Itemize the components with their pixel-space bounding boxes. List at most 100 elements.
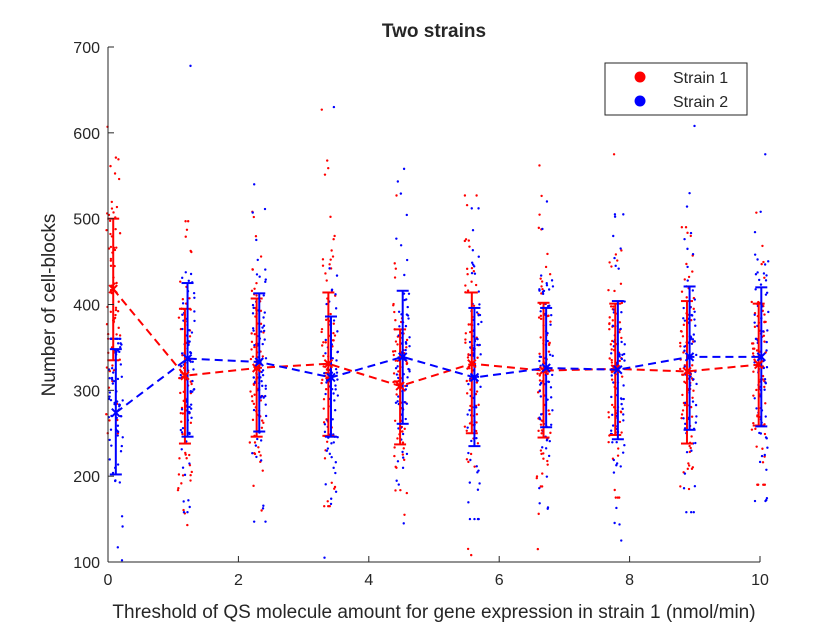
raw-sample-point bbox=[548, 353, 552, 356]
raw-sample-point bbox=[109, 264, 113, 268]
raw-sample-point bbox=[324, 392, 327, 396]
raw-sample-point bbox=[401, 450, 404, 454]
raw-sample-point bbox=[679, 341, 682, 345]
raw-sample-point bbox=[548, 439, 551, 443]
raw-sample-point bbox=[686, 231, 689, 235]
raw-sample-point bbox=[330, 442, 333, 445]
raw-sample-point bbox=[396, 180, 400, 183]
raw-sample-point bbox=[618, 321, 622, 324]
raw-sample-point bbox=[185, 228, 189, 231]
raw-sample-point bbox=[325, 381, 328, 384]
raw-sample-point bbox=[395, 237, 398, 240]
raw-sample-point bbox=[332, 441, 335, 444]
raw-sample-point bbox=[685, 511, 688, 514]
raw-sample-point bbox=[180, 482, 183, 485]
raw-sample-point bbox=[109, 310, 113, 314]
raw-sample-point bbox=[184, 235, 187, 238]
raw-sample-point bbox=[332, 105, 336, 109]
raw-sample-point bbox=[693, 298, 697, 301]
raw-sample-point bbox=[320, 108, 323, 111]
raw-sample-point bbox=[179, 280, 182, 283]
raw-sample-point bbox=[611, 413, 614, 417]
raw-sample-point bbox=[683, 403, 687, 407]
raw-sample-point bbox=[478, 482, 481, 485]
raw-sample-point bbox=[464, 338, 467, 341]
raw-sample-point bbox=[113, 248, 117, 252]
raw-sample-point bbox=[256, 258, 259, 262]
raw-sample-point bbox=[324, 371, 328, 375]
raw-sample-point bbox=[751, 347, 755, 350]
raw-sample-point bbox=[539, 423, 543, 426]
raw-sample-point bbox=[334, 471, 337, 475]
raw-sample-point bbox=[622, 419, 625, 422]
raw-sample-point bbox=[619, 327, 622, 331]
raw-sample-point bbox=[119, 363, 123, 366]
raw-sample-point bbox=[761, 244, 764, 248]
raw-sample-point bbox=[538, 164, 541, 167]
raw-sample-point bbox=[323, 556, 326, 559]
raw-sample-point bbox=[549, 386, 553, 389]
raw-sample-point bbox=[180, 364, 183, 368]
raw-sample-point bbox=[765, 437, 768, 440]
raw-sample-point bbox=[253, 343, 256, 347]
raw-sample-point bbox=[681, 335, 685, 338]
raw-sample-point bbox=[322, 398, 326, 401]
raw-sample-point bbox=[765, 349, 768, 352]
raw-sample-point bbox=[548, 341, 551, 345]
raw-sample-point bbox=[541, 446, 544, 449]
raw-sample-point bbox=[263, 311, 266, 314]
raw-sample-point bbox=[695, 382, 698, 386]
raw-sample-point bbox=[251, 327, 255, 330]
mean-line bbox=[115, 355, 762, 414]
raw-sample-point bbox=[612, 153, 616, 156]
raw-sample-point bbox=[181, 327, 184, 331]
raw-sample-point bbox=[264, 384, 267, 387]
raw-sample-point bbox=[259, 330, 263, 333]
raw-sample-point bbox=[474, 283, 478, 287]
raw-sample-point bbox=[467, 323, 470, 326]
raw-sample-point bbox=[334, 293, 337, 296]
raw-sample-point bbox=[681, 409, 685, 412]
raw-sample-point bbox=[188, 335, 192, 338]
raw-sample-point bbox=[401, 432, 405, 436]
raw-sample-point bbox=[470, 271, 474, 275]
raw-sample-point bbox=[751, 352, 755, 355]
y-tick-label: 400 bbox=[73, 298, 100, 315]
raw-sample-point bbox=[114, 227, 117, 231]
raw-sample-point bbox=[685, 450, 689, 454]
raw-sample-point bbox=[332, 466, 335, 470]
raw-sample-point bbox=[475, 311, 479, 314]
raw-sample-point bbox=[251, 312, 255, 315]
raw-sample-point bbox=[690, 435, 693, 438]
raw-sample-point bbox=[262, 324, 266, 327]
raw-sample-point bbox=[327, 166, 330, 170]
raw-sample-point bbox=[330, 455, 333, 459]
raw-sample-point bbox=[184, 271, 187, 274]
raw-sample-point bbox=[539, 355, 543, 359]
raw-sample-point bbox=[476, 442, 480, 445]
raw-sample-point bbox=[397, 370, 400, 373]
raw-sample-point bbox=[549, 431, 552, 435]
raw-sample-point bbox=[466, 547, 470, 551]
raw-sample-point bbox=[259, 309, 263, 313]
raw-sample-point bbox=[191, 379, 194, 383]
raw-sample-point bbox=[328, 263, 331, 266]
raw-sample-point bbox=[610, 358, 613, 362]
y-tick-label: 600 bbox=[73, 126, 100, 143]
raw-sample-point bbox=[478, 303, 481, 306]
raw-sample-point bbox=[472, 270, 476, 273]
raw-sample-point bbox=[616, 496, 620, 499]
raw-sample-point bbox=[538, 383, 542, 386]
raw-sample-point bbox=[189, 403, 193, 406]
raw-sample-point bbox=[690, 415, 694, 418]
raw-sample-point bbox=[408, 368, 411, 371]
raw-sample-point bbox=[264, 403, 267, 406]
raw-sample-point bbox=[335, 371, 339, 374]
raw-sample-point bbox=[691, 270, 694, 273]
raw-sample-point bbox=[108, 377, 111, 380]
raw-sample-point bbox=[181, 412, 185, 415]
raw-sample-point bbox=[113, 172, 117, 175]
raw-sample-point bbox=[325, 302, 328, 306]
raw-sample-point bbox=[252, 484, 255, 488]
raw-sample-point bbox=[471, 229, 475, 232]
